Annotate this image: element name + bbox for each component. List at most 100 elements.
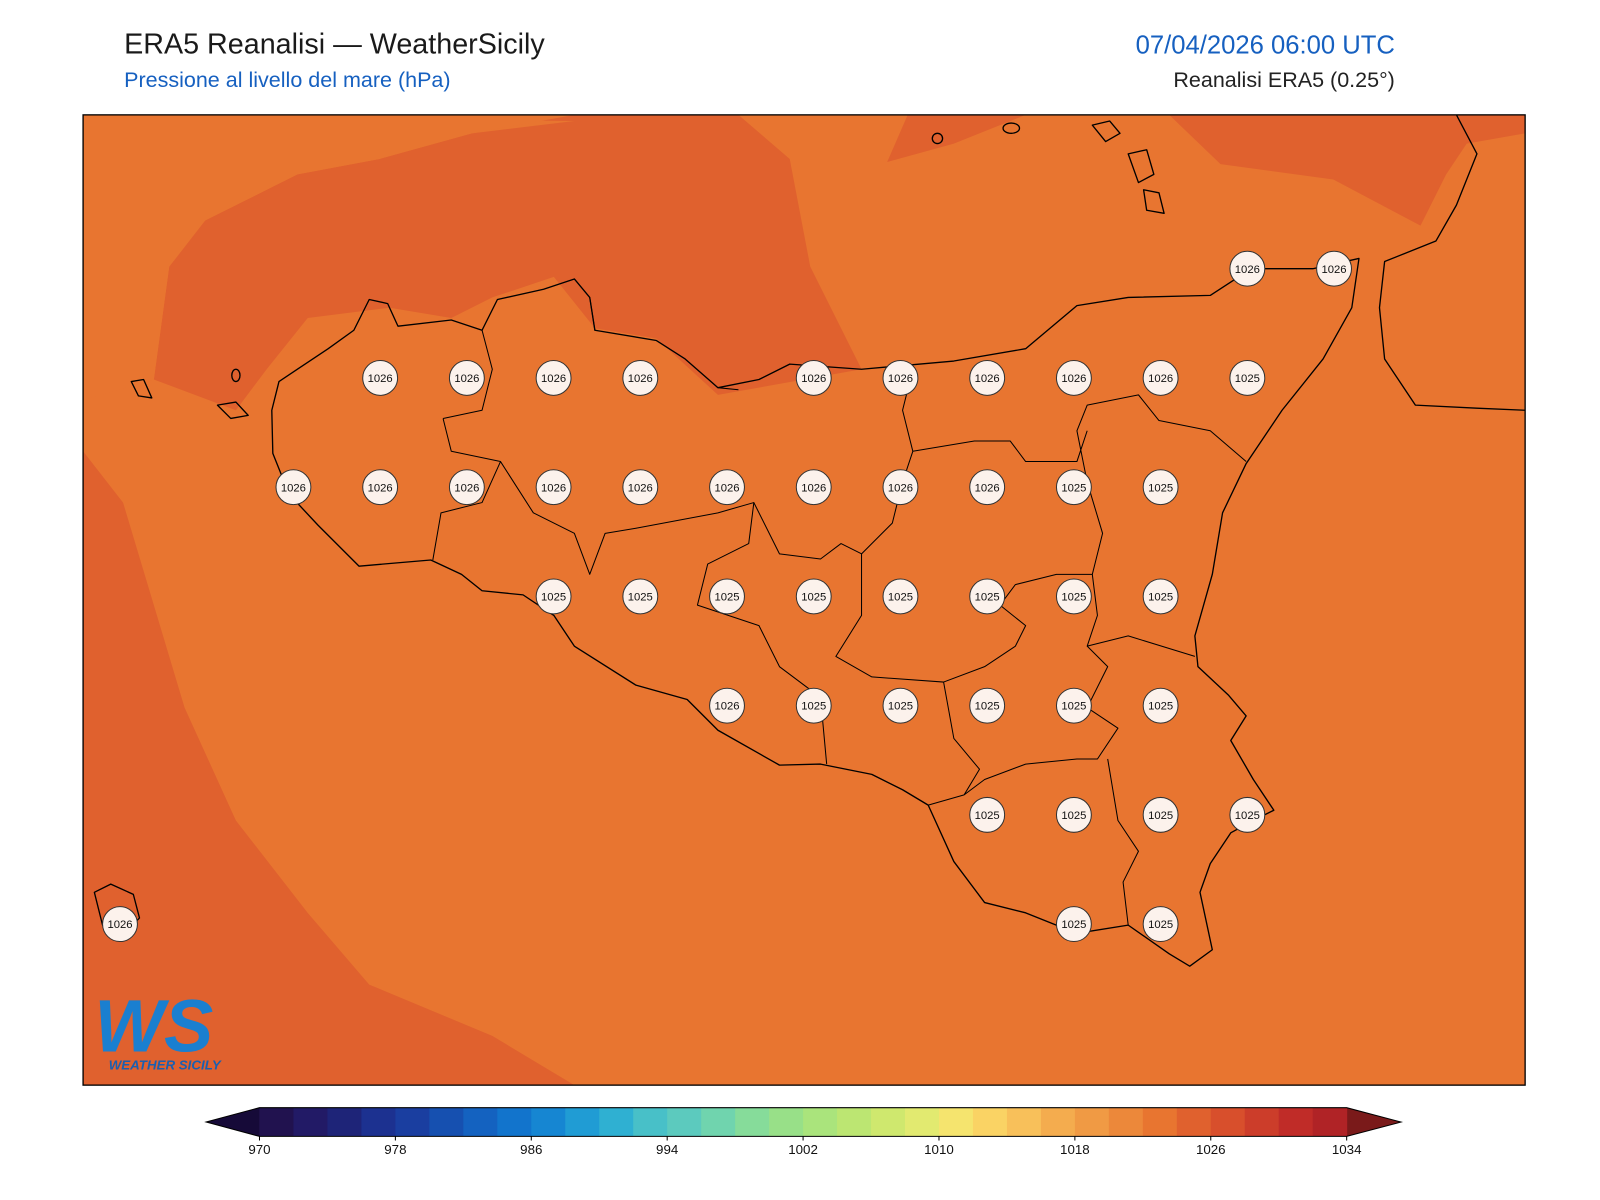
colorbar-bin [871,1107,906,1137]
station-marker [709,578,745,615]
station-value: 1025 [801,701,826,713]
station-value: 1026 [714,482,739,494]
colorbar-bin [972,1107,1008,1137]
map: WS WEATHER SICILY [83,114,1526,1086]
colorbar-tick-label: 1018 [1060,1142,1090,1157]
station-value: 1026 [541,373,566,385]
station-marker [1142,687,1179,724]
colorbar-bin [463,1107,498,1137]
station-marker [969,578,1006,615]
station-value: 1026 [888,373,913,385]
colorbar-bin [1210,1107,1246,1137]
station-marker [882,359,919,396]
station-value: 1026 [541,482,566,494]
colorbar-bin [667,1107,702,1137]
colorbar-bin [1312,1107,1348,1137]
station-marker [1055,906,1092,943]
station-value: 1025 [1148,810,1173,822]
colorbar-bin [633,1107,668,1137]
station-value: 1026 [888,482,913,494]
colorbar-bin [735,1107,770,1137]
colorbar-bin [565,1107,600,1137]
station-marker [622,578,659,615]
colorbar-bin [1244,1107,1280,1137]
colorbar-bin [429,1107,464,1137]
colorbar-tick-label: 1034 [1332,1142,1362,1157]
station-value: 1026 [714,701,739,713]
station-value: 1026 [107,919,132,931]
station-marker [535,469,572,506]
station-value: 1026 [628,482,653,494]
station-marker [535,578,572,615]
colorbar-bin [837,1107,872,1137]
colorbar-bin [1074,1107,1110,1137]
station-marker [1229,796,1266,833]
colorbar-tick-label: 986 [520,1142,542,1157]
station-value: 1026 [368,373,393,385]
station-marker [1316,250,1352,287]
logo: WS WEATHER SICILY [94,984,222,1072]
station-marker [535,359,572,396]
station-value: 1025 [1148,482,1173,494]
station-marker [882,687,919,724]
colorbar-bin [1176,1107,1212,1137]
station-value: 1025 [1061,810,1086,822]
colorbar-bin [327,1107,362,1137]
station-marker [969,359,1006,396]
station-marker [1055,359,1092,396]
station-marker [362,359,399,396]
field-high-ne [1169,114,1526,226]
colorbar-tick-label: 1026 [1196,1142,1226,1157]
station-value: 1025 [975,701,1000,713]
station-marker [622,359,659,396]
station-value: 1025 [1061,701,1086,713]
station-value: 1025 [1235,373,1260,385]
station-marker [1229,250,1266,287]
station-value: 1025 [1235,810,1260,822]
station-value: 1026 [1061,373,1086,385]
colorbar-bin [1278,1107,1314,1137]
station-value: 1025 [801,592,826,604]
colorbar-bin [938,1107,974,1137]
colorbar-outline [204,1107,1404,1137]
colorbar-bin [1006,1107,1042,1137]
map-frame [82,114,1526,1086]
station-value: 1026 [454,373,479,385]
station-value: 1025 [1061,592,1086,604]
colorbar: 970 978 986 994 1002 1010 1018 1026 1034 [204,1107,1404,1157]
station-value: 1026 [628,373,653,385]
colorbar-bin [599,1107,634,1137]
station-value: 1026 [801,482,826,494]
source: Reanalisi ERA5 (0.25°) [1173,68,1394,92]
station-value: 1025 [975,810,1000,822]
colorbar-bin [803,1107,838,1137]
station-marker [362,469,399,506]
colorbar-bin [395,1107,430,1137]
station-value: 1025 [1148,919,1173,931]
station-marker [795,469,832,506]
field-mid [83,114,575,400]
station-value: 1025 [1148,701,1173,713]
colorbar-bin [701,1107,736,1137]
station-value: 1026 [454,482,479,494]
station-labels: 1026 1026 1026 1026 1026 1026 1026 1026 1026 1026… [102,250,1352,943]
station-marker [1142,906,1179,943]
field-high-sw [83,451,575,1086]
colorbar-tick-label: 970 [248,1142,270,1157]
station-marker [709,687,745,724]
station-marker [1229,359,1266,396]
sicily-coast [271,257,1360,967]
colorbar-bin [1108,1107,1144,1137]
station-value: 1025 [1148,592,1173,604]
colorbar-bin [905,1107,940,1137]
station-marker [1142,469,1179,506]
colorbar-over [1346,1107,1402,1137]
station-marker [1142,578,1179,615]
colorbar-bin [531,1107,566,1137]
colorbar-under [206,1107,260,1137]
station-marker [622,469,659,506]
colorbar-tick-label: 1002 [788,1142,818,1157]
station-value: 1026 [975,373,1000,385]
station-value: 1026 [1148,373,1173,385]
